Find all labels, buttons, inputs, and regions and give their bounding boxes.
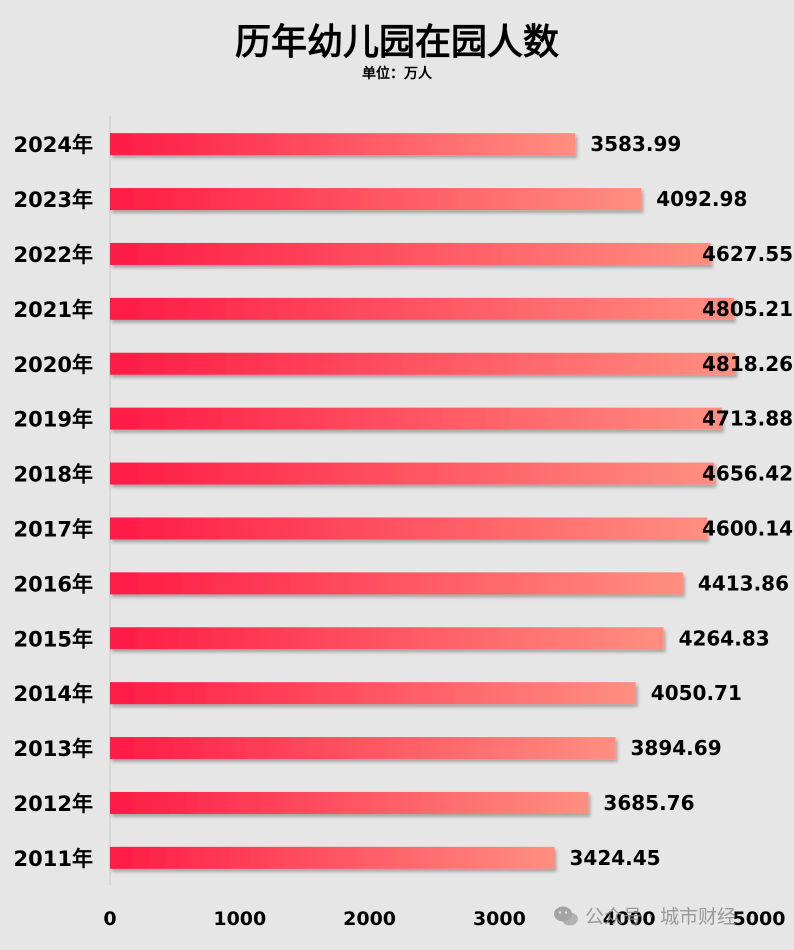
watermark-text: 公众号 · 城市财经 <box>585 906 737 928</box>
bar <box>110 188 642 211</box>
data-label: 3583.99 <box>590 132 681 156</box>
x-tick-label: 4000 <box>603 908 656 930</box>
category-label: 2017年 <box>14 517 93 541</box>
category-label: 2011年 <box>14 847 93 871</box>
bar <box>110 133 576 156</box>
bar <box>110 242 711 265</box>
bar <box>110 846 555 869</box>
data-label: 4627.55 <box>702 242 793 266</box>
bar <box>110 297 734 320</box>
category-label: 2018年 <box>14 463 93 487</box>
bar <box>110 791 589 814</box>
category-label: 2021年 <box>14 298 93 322</box>
data-label: 4818.26 <box>702 352 793 376</box>
data-label: 4656.42 <box>702 462 793 486</box>
category-label: 2022年 <box>14 243 93 267</box>
bar <box>110 352 736 375</box>
category-label: 2014年 <box>14 682 93 706</box>
data-label: 3424.45 <box>569 846 660 870</box>
bar <box>110 462 715 485</box>
x-tick-label: 2000 <box>343 908 396 930</box>
data-label: 4600.14 <box>702 516 793 540</box>
category-label: 2024年 <box>14 133 93 157</box>
chart-subtitle: 单位：万人 <box>362 65 433 82</box>
bar <box>110 627 664 650</box>
bar <box>110 682 636 705</box>
category-label: 2013年 <box>14 737 93 761</box>
category-label: 2019年 <box>14 408 93 432</box>
data-label: 4713.88 <box>702 407 793 431</box>
wechat-icon <box>554 906 578 925</box>
data-label: 4413.86 <box>698 571 789 595</box>
watermark: 公众号 · 城市财经 <box>553 902 736 929</box>
bar <box>110 517 708 540</box>
data-label: 4264.83 <box>679 626 770 650</box>
data-label: 3685.76 <box>603 791 694 815</box>
chart-title: 历年幼儿园在园人数 <box>235 22 559 63</box>
data-label: 4050.71 <box>651 681 742 705</box>
bar <box>110 737 616 760</box>
bar <box>110 572 683 595</box>
category-label: 2016年 <box>14 572 93 596</box>
bar <box>110 407 722 430</box>
x-tick-label: 5000 <box>733 908 786 930</box>
category-label: 2023年 <box>14 188 93 212</box>
category-label: 2012年 <box>14 792 93 816</box>
x-tick-label: 3000 <box>473 908 526 930</box>
data-label: 3894.69 <box>631 736 722 760</box>
category-label: 2015年 <box>14 627 93 651</box>
data-label: 4805.21 <box>702 297 793 321</box>
category-label: 2020年 <box>14 353 93 377</box>
x-tick-label: 0 <box>103 908 116 930</box>
data-label: 4092.98 <box>656 187 747 211</box>
x-tick-label: 1000 <box>213 908 266 930</box>
